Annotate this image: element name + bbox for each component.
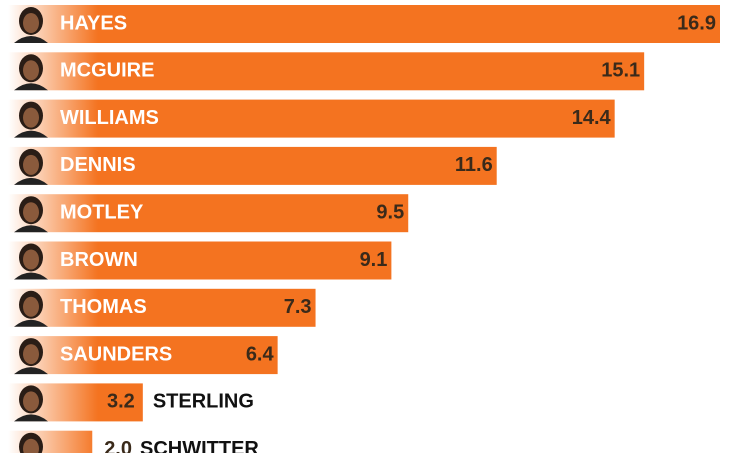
value-label: 2.0 (104, 438, 132, 453)
player-photo (14, 338, 48, 375)
player-name: DENNIS (60, 154, 136, 176)
player-name: STERLING (153, 391, 254, 413)
photo-face (23, 13, 39, 33)
value-label: 9.5 (376, 201, 404, 223)
value-label: 14.4 (572, 107, 612, 129)
value-label: 15.1 (601, 60, 640, 82)
value-label: 9.1 (360, 249, 388, 271)
player-name: HAYES (60, 12, 127, 34)
photo-shoulders (14, 272, 48, 280)
player-photo (14, 101, 48, 138)
photo-shoulders (14, 225, 48, 233)
player-photo (14, 243, 48, 280)
photo-face (23, 249, 39, 270)
bar (8, 194, 409, 233)
player-name: MOTLEY (60, 201, 144, 223)
photo-face (23, 296, 39, 317)
photo-shoulders (14, 177, 48, 185)
photo-shoulders (14, 83, 48, 91)
player-name: THOMAS (60, 296, 147, 318)
photo-face (23, 107, 39, 128)
player-name: SCHWITTER (140, 438, 259, 453)
player-photo (14, 385, 48, 422)
photo-face (23, 391, 39, 412)
player-photo (19, 432, 43, 453)
player-photo (14, 290, 48, 327)
photo-shoulders (14, 367, 48, 375)
photo-shoulders (14, 130, 48, 138)
bar (8, 336, 278, 375)
photo-shoulders (14, 36, 48, 43)
photo-face (23, 344, 39, 365)
bar (8, 288, 316, 327)
player-name: WILLIAMS (60, 107, 159, 129)
player-photo (14, 7, 48, 43)
photo-face (23, 202, 39, 223)
photo-face (23, 60, 39, 81)
player-name: MCGUIRE (60, 60, 154, 82)
player-name: BROWN (60, 249, 138, 271)
value-label: 3.2 (107, 391, 135, 413)
player-name: SAUNDERS (60, 343, 172, 365)
player-photo (14, 54, 48, 91)
bar (8, 5, 720, 43)
bar (8, 52, 645, 91)
photo-face (23, 154, 39, 175)
bar (8, 99, 615, 138)
photo-shoulders (14, 414, 48, 422)
value-label: 16.9 (677, 12, 716, 34)
photo-shoulders (14, 319, 48, 327)
bar (8, 146, 497, 185)
value-label: 7.3 (284, 296, 312, 318)
photo-face (23, 438, 39, 453)
bar (8, 241, 392, 280)
value-label: 11.6 (455, 154, 493, 176)
value-label: 6.4 (246, 343, 275, 365)
player-photo (14, 196, 48, 233)
player-photo (14, 148, 48, 185)
